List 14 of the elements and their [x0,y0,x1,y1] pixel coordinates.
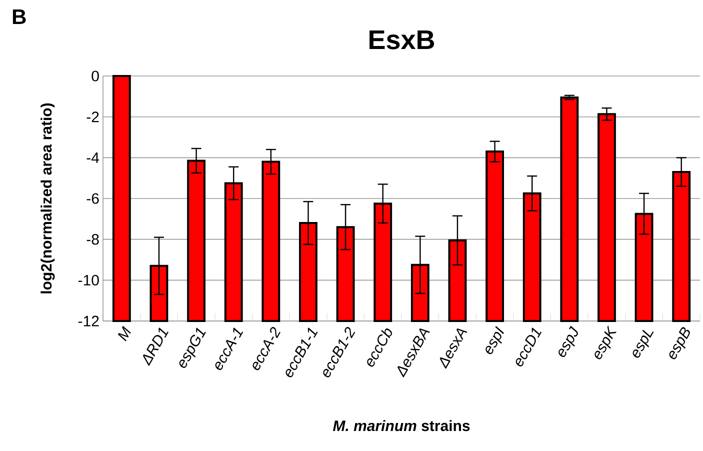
chart-title: EsxB [370,30,434,50]
x-axis-title: M. marinum strains [333,420,470,432]
bar [560,96,579,322]
y-tick-label: -4 [86,152,100,163]
y-axis-title: log2(normalized area ratio) [40,103,55,294]
y-tick-label: -12 [78,316,99,326]
y-tick-label: -6 [86,193,99,204]
y-tick-label: -8 [86,234,99,245]
bar [112,75,131,322]
y-tick-label: -10 [78,274,99,286]
y-tick-label: 0 [92,70,99,82]
text: B [12,10,26,24]
x-tick-label: M [118,326,131,342]
y-tick-label: -2 [86,112,99,122]
